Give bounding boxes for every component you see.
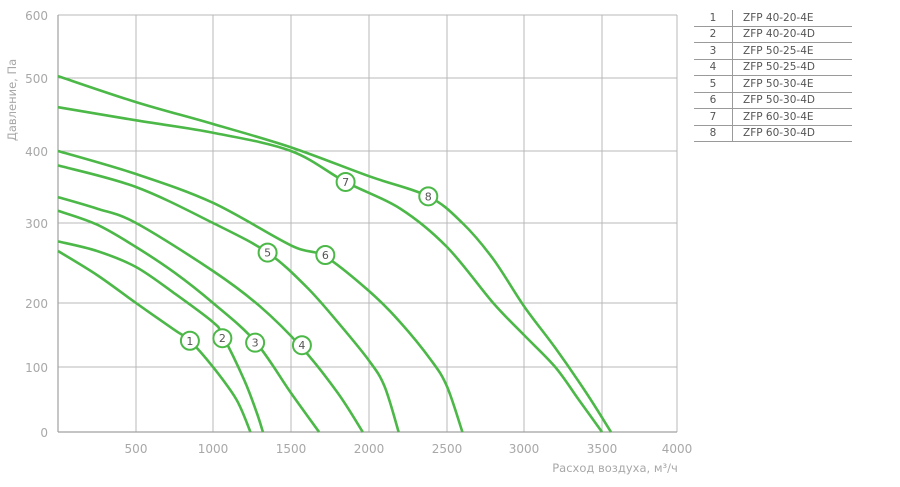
y-tick-label: 400 xyxy=(25,145,48,159)
x-tick-label: 1000 xyxy=(198,442,229,456)
y-tick-label: 600 xyxy=(25,9,48,23)
curve-label: 6 xyxy=(322,249,329,262)
curve-label-marker xyxy=(257,242,278,263)
legend-number: 2 xyxy=(694,26,733,43)
x-tick-label: 3000 xyxy=(509,442,540,456)
legend-row: 1 ZFP 40-20-4E xyxy=(694,10,852,27)
curve-label: 3 xyxy=(252,337,259,350)
curve-label-marker xyxy=(335,171,356,192)
legend-number: 5 xyxy=(694,75,733,93)
curve-label: 8 xyxy=(425,190,432,203)
curve-label-marker xyxy=(418,186,439,207)
legend-number: 6 xyxy=(694,92,733,109)
y-tick-label: 300 xyxy=(25,217,48,231)
legend-model: ZFP 40-20-4D xyxy=(732,26,852,43)
x-tick-label: 1500 xyxy=(276,442,307,456)
curve-label: 7 xyxy=(342,176,349,189)
x-tick-label: 4000 xyxy=(662,442,693,456)
curve-label-marker xyxy=(315,245,336,265)
legend-number: 1 xyxy=(694,10,733,27)
legend-model: ZFP 60-30-4E xyxy=(732,108,852,126)
legend-model: ZFP 60-30-4D xyxy=(732,125,852,142)
x-tick-label: 2500 xyxy=(432,442,463,456)
curve-label: 5 xyxy=(264,247,271,260)
y-tick-label: 200 xyxy=(25,297,48,311)
legend-row: 4 ZFP 50-25-4D xyxy=(694,59,852,76)
legend-row: 6 ZFP 50-30-4D xyxy=(694,92,852,109)
legend-model: ZFP 50-30-4D xyxy=(732,92,852,109)
curve-label-marker xyxy=(212,328,233,349)
legend-number: 3 xyxy=(694,42,733,60)
curve-3 xyxy=(57,209,321,433)
legend-number: 7 xyxy=(694,108,733,126)
legend-row: 8 ZFP 60-30-4D xyxy=(694,125,852,142)
legend-model: ZFP 50-25-4E xyxy=(732,42,852,60)
curve-label-marker xyxy=(245,332,266,353)
curve-4 xyxy=(57,195,364,433)
legend-row: 5 ZFP 50-30-4E xyxy=(694,75,852,93)
legend-model: ZFP 50-30-4E xyxy=(732,75,852,93)
legend-number: 4 xyxy=(694,59,733,76)
x-axis-label: Расход воздуха, м³/ч xyxy=(552,461,678,475)
curve-label: 2 xyxy=(219,332,226,345)
legend-model: ZFP 40-20-4E xyxy=(732,10,852,27)
legend-row: 7 ZFP 60-30-4E xyxy=(694,108,852,126)
curve-label-marker xyxy=(291,335,312,356)
x-tick-label: 500 xyxy=(125,442,148,456)
legend-model: ZFP 50-25-4D xyxy=(732,59,852,76)
x-tick-label: 2000 xyxy=(354,442,385,456)
curve-label: 1 xyxy=(186,335,193,348)
legend-row: 3 ZFP 50-25-4E xyxy=(694,42,852,60)
curve-2 xyxy=(57,240,265,433)
legend-number: 8 xyxy=(694,125,733,142)
curve-7 xyxy=(57,105,604,433)
y-tick-label: 100 xyxy=(25,361,48,375)
x-tick-label: 3500 xyxy=(587,442,618,456)
curve-label-marker xyxy=(179,330,200,351)
curve-5 xyxy=(57,164,400,433)
y-axis-label: Давление, Па xyxy=(5,59,19,141)
y-tick-label: 0 xyxy=(40,426,48,440)
legend-row: 2 ZFP 40-20-4D xyxy=(694,26,852,43)
legend-table: 1 ZFP 40-20-4E 2 ZFP 40-20-4D 3 ZFP 50-25-4E 4… xyxy=(694,10,852,142)
y-tick-label: 500 xyxy=(25,72,48,86)
curve-label: 4 xyxy=(298,339,305,352)
